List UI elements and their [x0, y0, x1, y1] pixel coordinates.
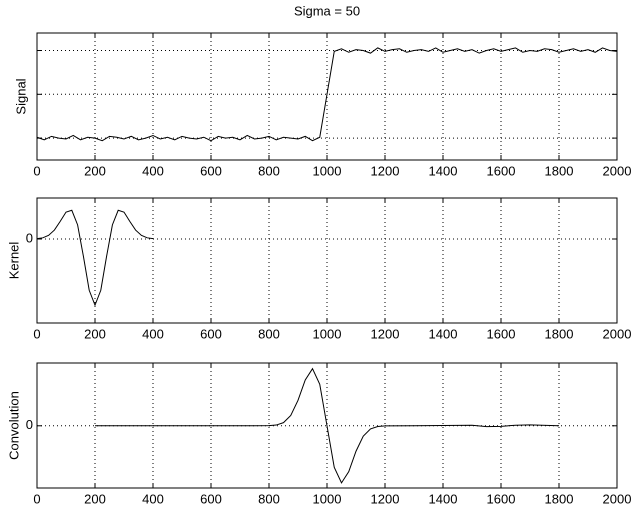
x-tick-label: 800: [258, 491, 280, 506]
x-tick-label: 1000: [313, 491, 342, 506]
x-tick-label: 1600: [487, 163, 516, 178]
x-tick-label: 1800: [545, 163, 574, 178]
x-tick-label: 2000: [603, 326, 632, 341]
x-tick-label: 1600: [487, 326, 516, 341]
x-tick-label: 600: [200, 163, 222, 178]
x-tick-label: 1000: [313, 326, 342, 341]
x-tick-label: 800: [258, 326, 280, 341]
x-tick-label: 0: [33, 163, 40, 178]
y-axis-label: Kernel: [6, 242, 21, 280]
x-tick-label: 200: [84, 491, 106, 506]
y-tick-label: 0: [26, 417, 33, 432]
y-tick-label: 0: [26, 230, 33, 245]
x-tick-label: 400: [142, 491, 164, 506]
x-tick-label: 200: [84, 326, 106, 341]
x-tick-label: 0: [33, 326, 40, 341]
signal-line: [36, 209, 154, 307]
x-tick-label: 1400: [429, 326, 458, 341]
x-tick-label: 1000: [313, 163, 342, 178]
x-tick-label: 600: [200, 326, 222, 341]
x-tick-label: 1800: [545, 491, 574, 506]
x-tick-label: 800: [258, 163, 280, 178]
x-tick-label: 1800: [545, 326, 574, 341]
axes-box: [36, 362, 618, 489]
signal-line: [95, 367, 560, 484]
chart-title: Sigma = 50: [294, 3, 360, 18]
x-tick-label: 400: [142, 326, 164, 341]
x-tick-label: 2000: [603, 163, 632, 178]
signal-line: [36, 47, 618, 142]
x-tick-label: 1400: [429, 491, 458, 506]
y-axis-label: Convolution: [6, 391, 21, 460]
x-tick-label: 600: [200, 491, 222, 506]
x-tick-label: 1400: [429, 163, 458, 178]
y-axis-label: Signal: [13, 78, 28, 114]
x-tick-label: 1200: [371, 163, 400, 178]
x-tick-label: 2000: [603, 491, 632, 506]
axes-box: [36, 197, 618, 324]
x-tick-label: 0: [33, 491, 40, 506]
x-tick-label: 1600: [487, 491, 516, 506]
axes-box: [36, 32, 618, 161]
x-tick-label: 1200: [371, 491, 400, 506]
x-tick-label: 400: [142, 163, 164, 178]
x-tick-label: 200: [84, 163, 106, 178]
x-tick-label: 1200: [371, 326, 400, 341]
